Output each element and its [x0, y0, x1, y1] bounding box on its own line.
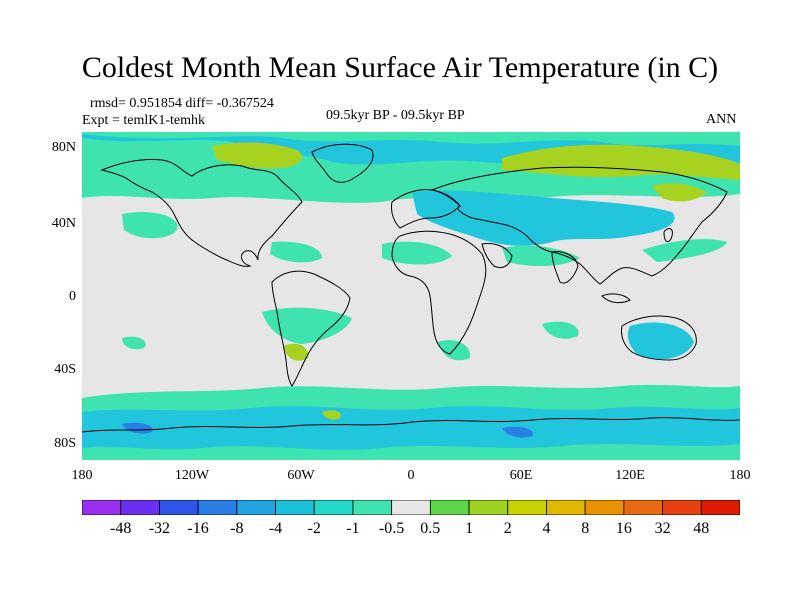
colorbar-swatch [546, 500, 586, 515]
lon-label: 180 [71, 468, 93, 483]
coastline [100, 159, 303, 267]
colorbar-swatch [468, 500, 509, 515]
colorbar-label: -2 [307, 520, 321, 537]
colorbar-swatch [236, 500, 276, 515]
colorbar-label: -4 [268, 520, 283, 537]
anomaly-patch [382, 241, 452, 265]
colorbar-swatch [120, 500, 160, 515]
colorbar-label: 0.5 [420, 520, 441, 537]
colorbar-swatch [584, 500, 625, 515]
colorbar-label: 4 [542, 520, 551, 537]
colorbar-swatch [429, 500, 470, 515]
map-title: Coldest Month Mean Surface Air Temperatu… [81, 51, 719, 84]
lat-label: 0 [69, 289, 76, 304]
colorbar-label: -8 [230, 520, 244, 537]
colorbar-swatch [662, 500, 702, 515]
lat-label: 80N [51, 140, 76, 155]
colorbar-swatch [623, 500, 663, 515]
coastline [271, 270, 351, 387]
coastline [391, 189, 461, 229]
colorbar-label: -0.5 [378, 520, 405, 537]
anomaly-patches [82, 132, 740, 460]
anomaly-patch [412, 190, 675, 246]
colorbar-swatch [700, 500, 740, 515]
colorbar-label: 16 [615, 520, 632, 537]
colorbar [82, 500, 740, 515]
colorbar-swatch [82, 500, 122, 515]
anomaly-patch [82, 406, 740, 450]
coastline [551, 251, 579, 284]
lat-label: 40S [54, 362, 76, 377]
coastline [601, 293, 631, 304]
colorbar-label: 1 [465, 520, 474, 537]
anomaly-patch [652, 183, 707, 202]
anomaly-patch [322, 410, 341, 420]
coastline [621, 315, 697, 361]
colorbar-label: 32 [654, 520, 671, 537]
anomaly-patch [502, 144, 740, 180]
coastline [82, 417, 740, 433]
colorbar-swatch [313, 500, 354, 515]
period-text: 09.5kyr BP - 09.5kyr BP [326, 108, 465, 123]
anomaly-patch [502, 245, 580, 267]
colorbar-label: -1 [346, 520, 360, 537]
lon-label: 0 [407, 468, 415, 483]
anomaly-patch [542, 321, 579, 339]
lon-label: 60E [509, 468, 533, 483]
anomaly-patch [642, 239, 727, 262]
colorbar-label: -48 [110, 520, 132, 537]
anomaly-patch [212, 142, 302, 169]
anomaly-patch [122, 422, 153, 434]
lat-label: 40N [51, 216, 76, 231]
colorbar-swatch [352, 500, 393, 515]
colorbar-swatch [159, 500, 199, 515]
anomaly-patch [122, 211, 178, 239]
experiment-text: Expt = temlK1-temhk [82, 113, 205, 128]
temperature-map [82, 132, 740, 460]
colorbar-label: 2 [503, 520, 512, 537]
coastline [663, 228, 673, 242]
colorbar-label: 8 [581, 520, 590, 537]
colorbar-swatch [391, 500, 431, 515]
coastline [391, 230, 487, 355]
anomaly-patch [627, 322, 694, 360]
coastline [311, 143, 374, 183]
anomaly-patch [284, 343, 309, 361]
anomaly-patch [262, 307, 352, 344]
coastline [481, 243, 513, 269]
colorbar-swatch [275, 500, 315, 515]
colorbar-label: -32 [148, 520, 171, 537]
colorbar-label: -16 [187, 520, 209, 537]
colorbar-swatch [197, 500, 238, 515]
colorbar-swatch [507, 500, 547, 515]
anomaly-patch [122, 336, 146, 350]
lat-label: 80S [54, 436, 76, 451]
coastline [430, 166, 728, 285]
anomaly-patch [502, 426, 533, 438]
anomaly-patch [270, 241, 322, 263]
lon-label: 180 [729, 468, 751, 483]
season-text: ANN [706, 112, 737, 127]
stats-text: rmsd= 0.951854 diff= -0.367524 [90, 96, 274, 111]
colorbar-label: 48 [693, 520, 710, 537]
coastlines [82, 143, 740, 433]
lon-label: 120E [615, 468, 645, 483]
lon-label: 120W [174, 468, 210, 483]
lon-label: 60W [287, 468, 315, 483]
